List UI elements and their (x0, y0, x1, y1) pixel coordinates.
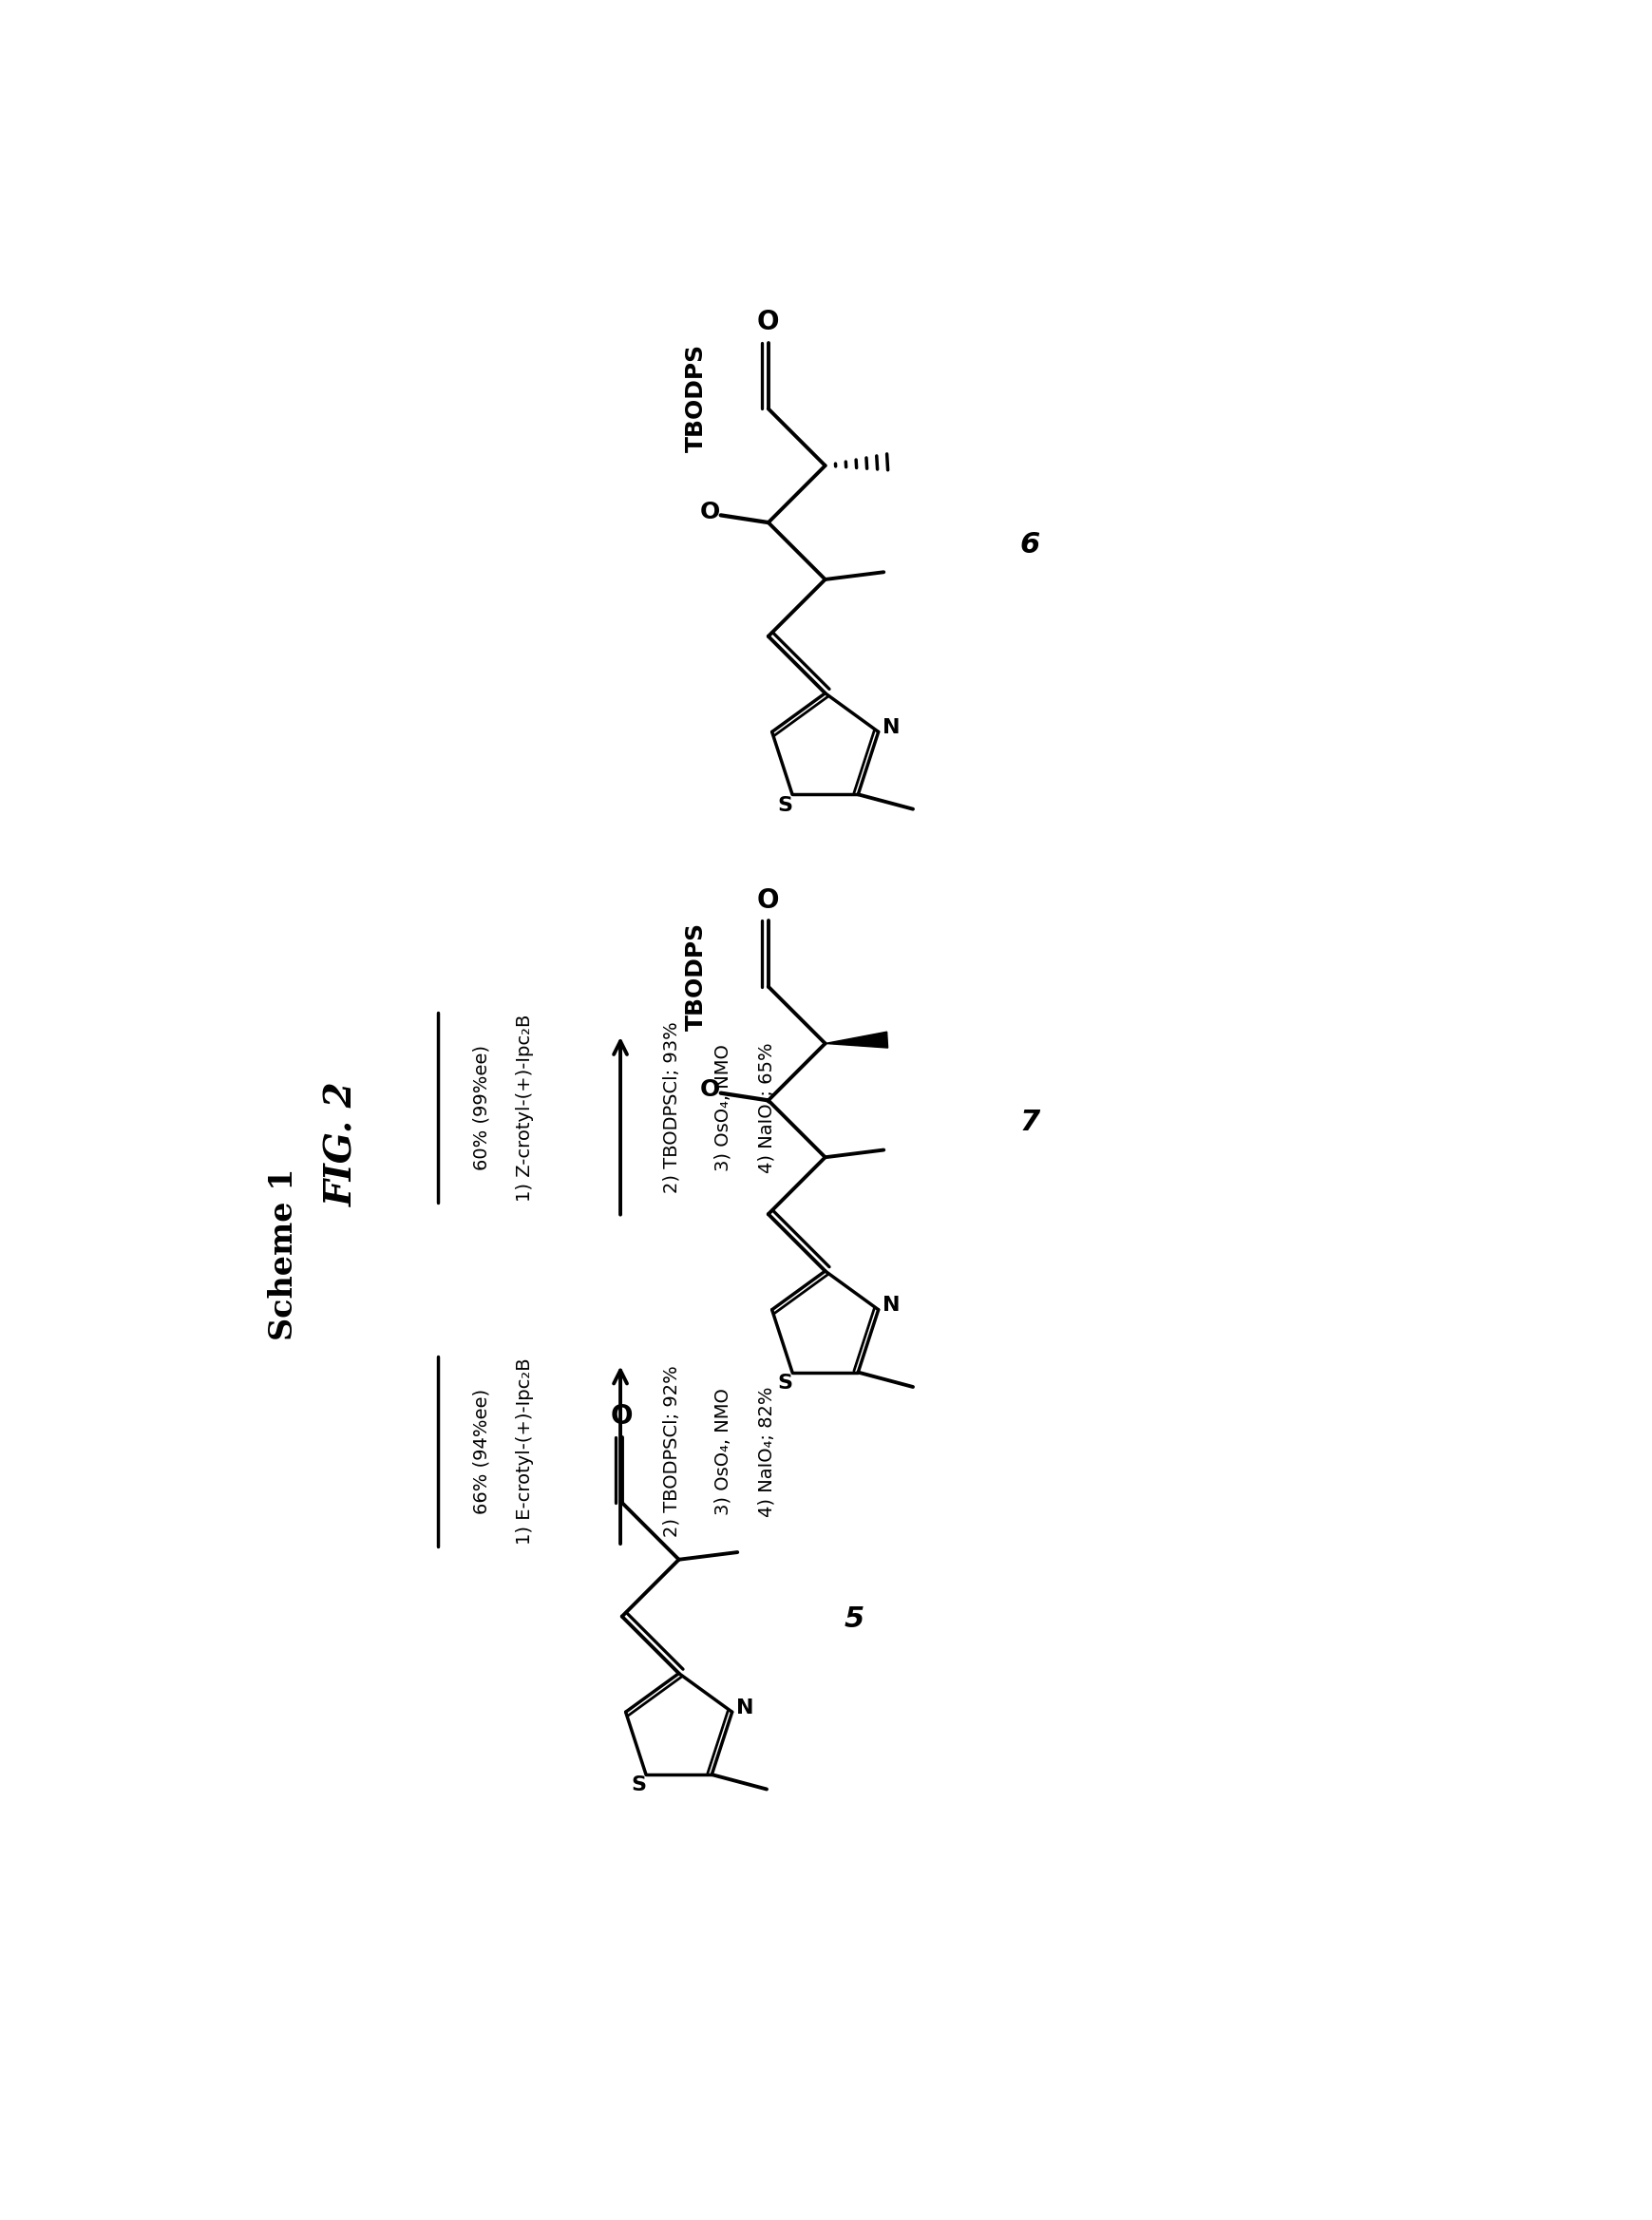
Text: N: N (882, 1296, 899, 1314)
Text: TBODPS: TBODPS (686, 921, 707, 1030)
Text: O: O (757, 888, 780, 915)
Text: Scheme 1: Scheme 1 (268, 1168, 299, 1341)
Text: N: N (882, 719, 899, 737)
Text: S: S (631, 1776, 646, 1794)
Text: 4) NaIO₄; 82%: 4) NaIO₄; 82% (757, 1385, 775, 1516)
Text: S: S (776, 1374, 791, 1392)
Polygon shape (824, 1032, 887, 1048)
Text: 1) Z-crotyl-(+)-Ipc₂B: 1) Z-crotyl-(+)-Ipc₂B (515, 1015, 534, 1201)
Text: O: O (699, 500, 720, 524)
Text: 7: 7 (1019, 1108, 1039, 1137)
Text: O: O (611, 1403, 633, 1430)
Text: N: N (735, 1698, 753, 1718)
Text: O: O (699, 1079, 720, 1101)
Text: TBODPS: TBODPS (686, 344, 707, 453)
Text: 66% (94%ee): 66% (94%ee) (472, 1388, 491, 1514)
Text: 3) OsO₄, NMO: 3) OsO₄, NMO (714, 1388, 732, 1514)
Text: 4) NaIO₄; 65%: 4) NaIO₄; 65% (757, 1041, 775, 1172)
Text: 1) E-crotyl-(+)-Ipc₂B: 1) E-crotyl-(+)-Ipc₂B (515, 1359, 534, 1545)
Text: FIG. 2: FIG. 2 (324, 1081, 360, 1208)
Text: 5: 5 (844, 1605, 864, 1634)
Text: 2) TBODPSCl; 92%: 2) TBODPSCl; 92% (662, 1365, 681, 1536)
Text: 60% (99%ee): 60% (99%ee) (472, 1046, 491, 1170)
Text: O: O (757, 309, 780, 335)
Text: 2) TBODPSCl; 93%: 2) TBODPSCl; 93% (662, 1021, 681, 1194)
Text: 3) OsO₄, NMO: 3) OsO₄, NMO (714, 1043, 732, 1172)
Text: 6: 6 (1019, 531, 1039, 557)
Text: S: S (776, 795, 791, 815)
